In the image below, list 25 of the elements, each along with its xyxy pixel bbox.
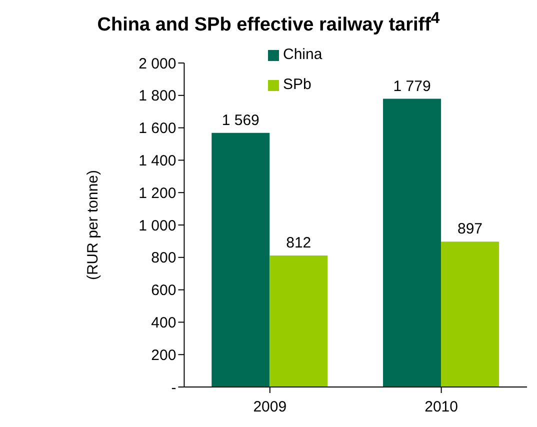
- x-tick-label: 2010: [424, 398, 458, 416]
- y-tick-label: 1 400: [138, 152, 176, 170]
- y-tick-label: 400: [151, 314, 176, 332]
- data-label: 1 779: [393, 78, 431, 95]
- y-axis-title: (RUR per tonne): [84, 170, 102, 280]
- y-tick-label: 1 200: [138, 184, 176, 202]
- data-label: 897: [458, 220, 483, 238]
- legend-label: China: [283, 46, 322, 63]
- y-tick-label: 800: [151, 250, 176, 267]
- legend-label: SPb: [283, 76, 312, 93]
- data-label: 812: [286, 234, 312, 252]
- x-tick-label: 2009: [253, 398, 287, 416]
- chart-title: China and SPb effective railway tariff$^{4}$: [96, 10, 441, 36]
- y-tick-label: 1 000: [138, 217, 176, 234]
- y-tick-label: -: [171, 379, 176, 396]
- y-tick-label: 1 600: [138, 120, 176, 138]
- bar: [270, 255, 328, 387]
- y-tick-label: 600: [151, 282, 176, 300]
- data-label: 1 569: [222, 112, 260, 129]
- y-tick-label: 200: [151, 346, 176, 364]
- bar: [441, 242, 500, 387]
- bar: [383, 98, 442, 387]
- bar: [212, 132, 270, 387]
- y-tick-label: 2 000: [138, 55, 176, 72]
- y-tick-label: 1 800: [138, 88, 176, 105]
